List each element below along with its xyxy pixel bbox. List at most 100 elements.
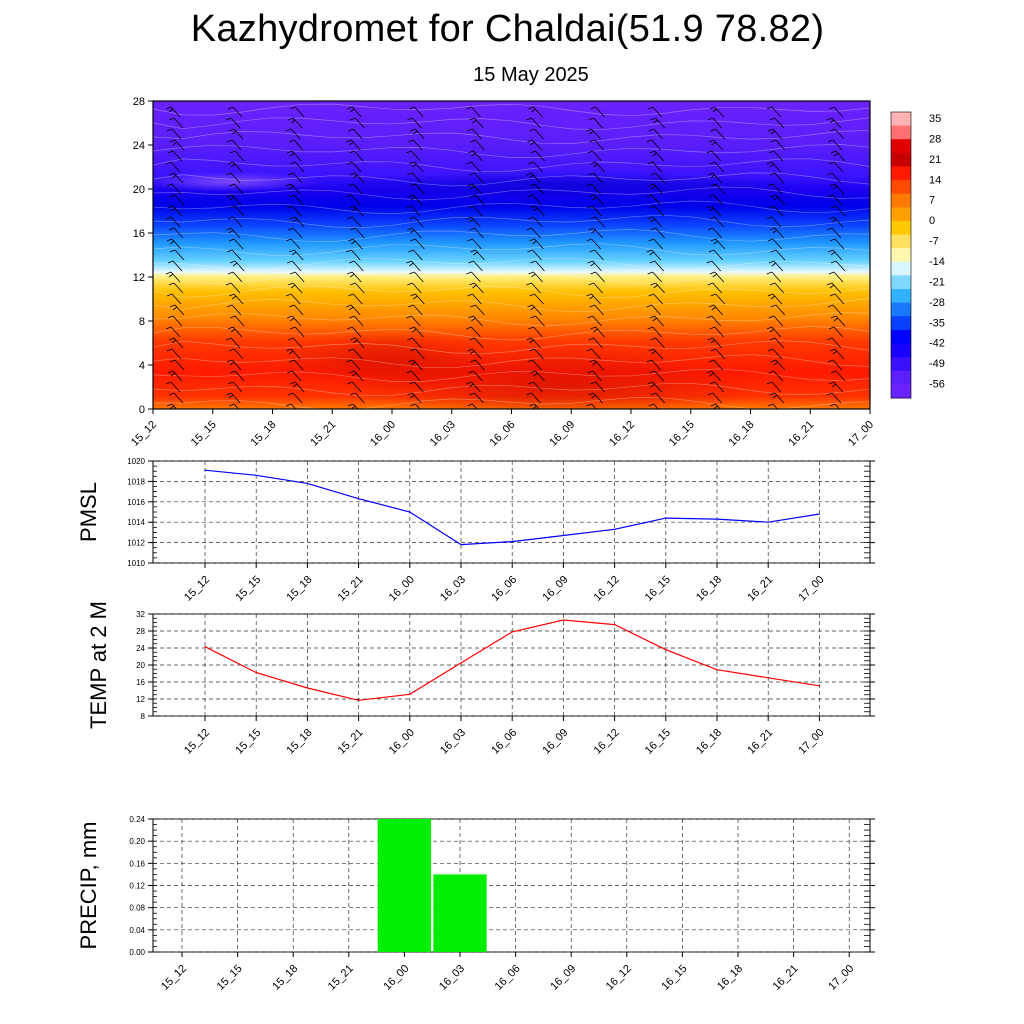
wind-barb [226,359,242,371]
wind-barb [709,106,725,118]
x-tick-label: 16_21 [771,963,801,993]
wind-barb [706,150,722,162]
wind-barb [466,216,481,228]
wind-barb [827,359,843,371]
wind-barb [467,128,482,140]
wind-barb [226,249,242,261]
y-tick-label: 24 [136,644,145,653]
wind-barb [290,271,305,283]
wind-barb [165,381,181,393]
wind-barb [287,260,302,272]
y-tick-label: 0.24 [129,815,145,824]
wind-barb [225,337,241,349]
wind-barb [586,403,597,409]
x-tick-label: 17_00 [826,963,856,993]
wind-barb [469,117,484,129]
wind-barb [348,348,363,360]
wind-barb [470,139,485,151]
x-tick-label: 15_15 [233,574,263,604]
x-tick-label: 15_15 [233,727,263,757]
y-tick-label: 1014 [127,518,145,527]
wind-barb [526,172,541,184]
wind-barb [350,117,365,129]
precip-panel: 0.00 0.04 0.08 0.12 0.16 0.20 0.24 15_12 15_15 15… [76,815,875,993]
heatmap-y-axis: 0 4 8 12 16 20 24 28 [133,96,153,416]
wind-barb [229,150,245,162]
wind-barb [226,194,242,206]
colorbar-label: -7 [929,236,939,248]
wind-barb [288,172,303,184]
wind-barb [706,205,722,217]
wind-barb [346,249,361,261]
wind-barb [827,194,843,206]
wind-barb [409,216,424,228]
x-tick-label: 16_21 [745,727,775,757]
wind-barb [709,216,725,228]
wind-barb [225,392,241,404]
wind-barb [468,260,483,272]
data-point [716,669,718,671]
colorbar-swatch [891,166,911,181]
wind-barb [529,128,544,140]
wind-barb [528,271,543,283]
wind-barb [470,304,485,316]
colorbar-swatch [891,316,911,331]
wind-barb [226,304,242,316]
wind-barb [769,227,785,239]
wind-barb [290,106,305,118]
wind-barb [649,315,664,327]
contour-line [153,158,870,173]
wind-barb [469,227,484,239]
colorbar-label: 7 [929,195,935,207]
heatmap-pale-core [153,172,320,192]
wind-barb [586,293,601,305]
wind-barb [709,161,725,173]
wind-barb [469,282,484,294]
wind-barb [167,150,183,162]
wind-barb [348,238,363,250]
y-tick-label: 1010 [127,559,145,568]
wind-barb [288,392,303,404]
x-tick-label: 16_15 [659,963,689,993]
heatmap-x-tick-label: 15_12 [129,419,159,449]
wind-barb [646,249,661,261]
contour-line [153,172,870,187]
wind-barb [349,315,364,327]
wind-barb [346,304,361,316]
wind-barb [827,249,843,261]
wind-barb [288,227,303,239]
wind-barb [528,216,543,228]
data-point [511,631,513,633]
wind-barb [648,128,663,140]
wind-barb [766,326,782,338]
wind-barb [768,260,784,272]
y-tick-label: 0.12 [129,882,145,891]
wind-barb [289,304,304,316]
heatmap-cold-core [310,171,810,199]
wind-barb [590,216,605,228]
wind-barb [710,183,726,195]
wind-barb [650,337,665,349]
data-point [204,469,206,471]
contour-line [153,129,870,144]
wind-barb [350,337,365,349]
wind-barb [406,150,421,162]
precip-bar [433,874,487,952]
wind-barb [349,370,364,382]
x-tick-label: 16_00 [387,727,417,757]
wind-barb [410,403,421,409]
wind-barb [468,150,483,162]
wind-barb [469,172,484,184]
wind-barb [348,128,363,140]
contour-line [153,285,870,298]
wind-barb [586,128,601,140]
wind-barb [530,205,545,217]
wind-barb [286,183,301,195]
wind-barb [408,194,423,206]
wind-barb [767,183,783,195]
colorbar-swatch [891,125,911,140]
contour-line [153,117,870,131]
wind-barb [588,227,603,239]
wind-barb [410,183,425,195]
wind-barb [410,128,425,140]
